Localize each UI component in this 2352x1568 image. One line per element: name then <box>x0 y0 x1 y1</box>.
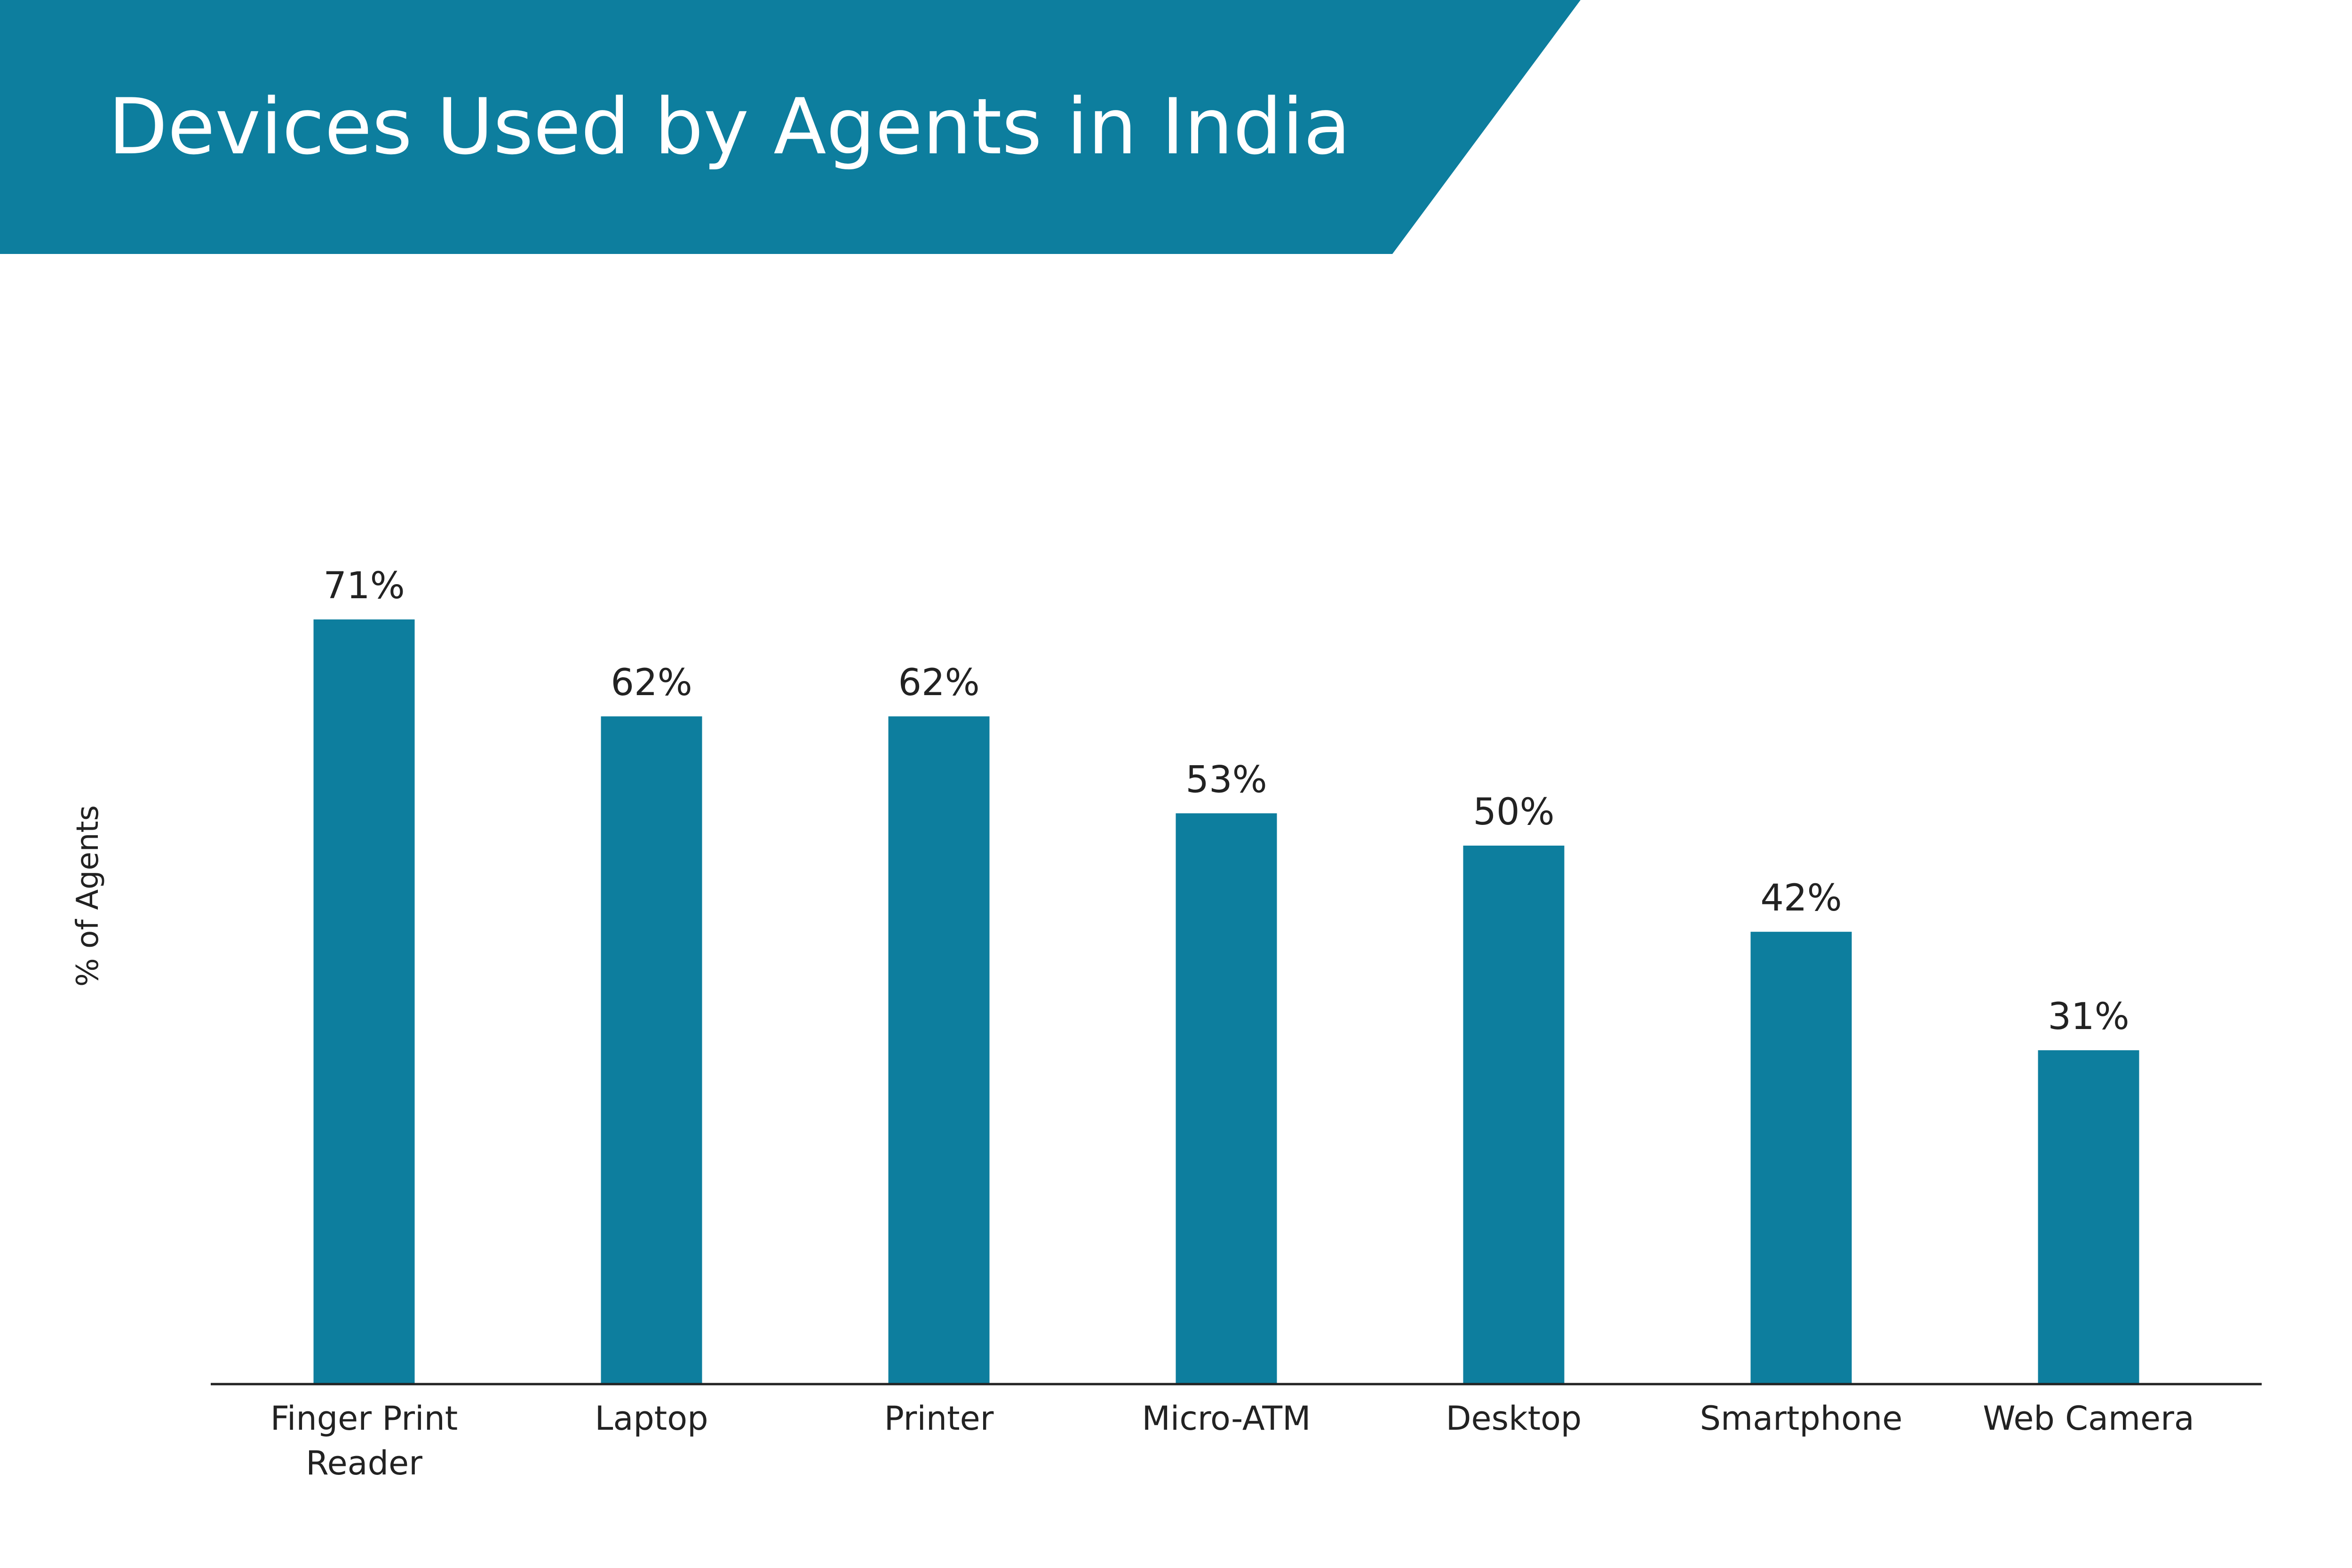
x-tick-label-6: Web Camera <box>1983 1399 2194 1438</box>
title-banner-shape <box>0 0 1581 254</box>
x-tick-label-3: Micro-ATM <box>1142 1399 1311 1438</box>
data-label-5: 42% <box>1760 877 1842 919</box>
data-label-3: 53% <box>1185 759 1267 801</box>
data-label-6: 31% <box>2048 996 2129 1038</box>
x-tick-labels-group: Finger Print Reader Laptop Printer Micro-ATM… <box>270 1399 2194 1482</box>
data-label-0: 71% <box>323 565 405 607</box>
x-tick-label-5: Smartphone <box>1700 1399 1903 1438</box>
x-tick-label-1: Laptop <box>595 1399 708 1438</box>
title-banner <box>0 0 1581 254</box>
x-tick-label-2: Printer <box>884 1399 994 1438</box>
bar-6 <box>2038 1050 2139 1384</box>
bar-0 <box>313 619 415 1384</box>
bar-3 <box>1176 813 1277 1384</box>
x-tick-label-4: Desktop <box>1446 1399 1582 1438</box>
bar-4 <box>1463 846 1565 1384</box>
bar-2 <box>888 716 990 1384</box>
bar-1 <box>601 716 702 1384</box>
data-labels-group: 71% 62% 62% 53% 50% 42% 31% <box>323 565 2129 1038</box>
data-label-4: 50% <box>1473 791 1554 833</box>
chart-title: Devices Used by Agents in India <box>108 82 1351 172</box>
bars-group <box>313 619 2139 1384</box>
x-tick-label-0: Finger Print Reader <box>270 1399 458 1482</box>
bar-5 <box>1750 932 1852 1384</box>
data-label-1: 62% <box>611 662 692 704</box>
data-label-2: 62% <box>898 662 979 704</box>
y-axis-label: % of Agents <box>71 805 105 987</box>
